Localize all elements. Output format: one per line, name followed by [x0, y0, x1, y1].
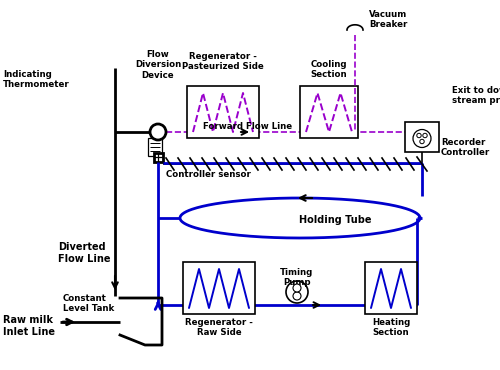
Circle shape	[417, 133, 421, 138]
Text: Forward Flow Line: Forward Flow Line	[204, 122, 292, 131]
Circle shape	[293, 292, 301, 300]
Text: Controller sensor: Controller sensor	[166, 170, 251, 179]
Circle shape	[150, 124, 166, 140]
Circle shape	[286, 281, 308, 303]
Circle shape	[293, 284, 301, 292]
Text: Regenerator -
Pasteurized Side: Regenerator - Pasteurized Side	[182, 52, 264, 71]
Text: Raw milk
Inlet Line: Raw milk Inlet Line	[3, 315, 55, 337]
Bar	[405, 122, 439, 152]
Text: Exit to down-
stream processing: Exit to down- stream processing	[452, 86, 500, 105]
Text: Diverted
Flow Line: Diverted Flow Line	[58, 242, 110, 263]
Text: Regenerator -
Raw Side: Regenerator - Raw Side	[185, 318, 253, 337]
Circle shape	[413, 130, 431, 148]
Text: Constant
Level Tank: Constant Level Tank	[63, 294, 114, 313]
Text: Holding Tube: Holding Tube	[299, 215, 371, 225]
Circle shape	[423, 133, 427, 138]
Bar	[183, 262, 255, 314]
Bar	[154, 152, 162, 161]
Text: Vacuum
Breaker: Vacuum Breaker	[369, 10, 408, 29]
Bar	[300, 86, 358, 138]
Circle shape	[420, 139, 424, 144]
Text: Indicating
Thermometer: Indicating Thermometer	[3, 70, 70, 90]
Text: Cooling
Section: Cooling Section	[310, 60, 348, 80]
Text: Timing
Pump: Timing Pump	[280, 268, 314, 287]
Text: Recorder
Controller: Recorder Controller	[441, 138, 490, 157]
Bar	[365, 262, 417, 314]
Bar	[148, 138, 162, 156]
Bar	[187, 86, 259, 138]
Text: Flow
Diversion
Device: Flow Diversion Device	[135, 50, 181, 80]
Text: Heating
Section: Heating Section	[372, 318, 410, 337]
